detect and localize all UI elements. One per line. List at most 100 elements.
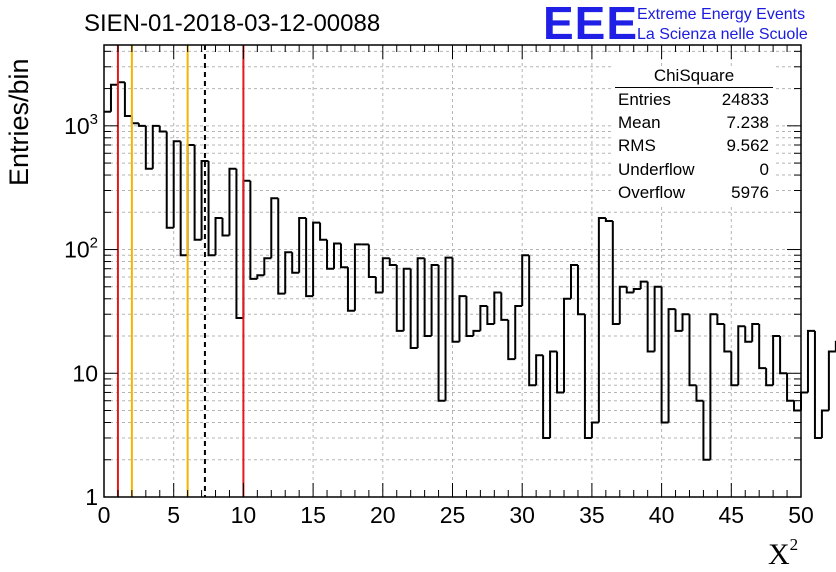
histogram-bin <box>779 336 788 375</box>
stats-row-entries: Entries 24833 <box>612 88 776 111</box>
histogram-bin <box>563 297 571 393</box>
histogram-bin <box>430 264 439 337</box>
run-title: SIEN-01-2018-03-12-00088 <box>84 10 381 37</box>
histogram-bin <box>590 421 599 438</box>
histogram-bin <box>500 292 509 321</box>
histogram-bin <box>793 400 801 412</box>
histogram-bin <box>263 257 272 276</box>
histogram-bin <box>695 385 704 402</box>
histogram-bin <box>137 123 146 127</box>
histogram-bin <box>625 286 634 294</box>
histogram-bin <box>751 323 760 342</box>
histogram-bin <box>228 167 237 236</box>
x-tick-label: 45 <box>719 502 745 528</box>
histogram-bin <box>409 268 418 350</box>
histogram-bin <box>528 255 537 387</box>
histogram-bin <box>151 124 160 169</box>
histogram-bin <box>688 314 697 387</box>
x-tick-label: 20 <box>370 502 396 528</box>
histogram-bin <box>109 83 118 112</box>
x-tick-label: 0 <box>98 502 111 528</box>
x-tick-label: 25 <box>440 502 466 528</box>
histogram-bin <box>144 125 153 170</box>
histogram-bin <box>221 217 230 237</box>
histogram-bin <box>402 267 411 331</box>
histogram-bin <box>813 330 822 439</box>
histogram-bin <box>514 304 523 360</box>
y-tick-label: 10 <box>72 360 98 386</box>
stats-label: Overflow <box>618 182 686 202</box>
histogram-bin <box>806 329 815 393</box>
stats-box: ChiSquare Entries 24833 Mean 7.238 RMS 9.56… <box>612 66 776 205</box>
histogram-bin <box>172 140 181 228</box>
x-tick-label: 50 <box>788 502 814 528</box>
stats-row-rms: RMS 9.562 <box>612 134 776 157</box>
histogram-bin <box>249 180 258 280</box>
histogram-bin <box>800 391 808 411</box>
eee-logo: EEE <box>543 0 639 49</box>
histogram-bin <box>660 286 669 424</box>
histogram-bin <box>291 252 300 274</box>
histogram-bin <box>646 281 655 353</box>
histogram-bin <box>556 351 565 394</box>
histogram-bin <box>549 350 558 438</box>
stats-row-mean: Mean 7.238 <box>612 111 776 134</box>
stats-title: ChiSquare <box>615 66 773 88</box>
histogram-bin <box>479 304 488 331</box>
histogram-bin <box>458 295 467 342</box>
stats-value: 7.238 <box>726 113 769 133</box>
histogram-bin <box>597 216 606 423</box>
histogram-bin <box>130 116 139 125</box>
histogram-bin <box>214 216 223 256</box>
stats-value: 9.562 <box>726 136 769 156</box>
stats-value: 24833 <box>721 90 769 109</box>
histogram-bin <box>339 243 348 269</box>
histogram-bin <box>395 265 404 332</box>
histogram-bin <box>583 314 592 439</box>
x-axis-label-base: X <box>768 538 790 571</box>
histogram-bin <box>702 400 711 461</box>
histogram-bin <box>312 221 321 297</box>
histogram-bin <box>123 82 132 118</box>
histogram-bin <box>521 254 530 306</box>
histogram-bin <box>576 265 585 316</box>
histogram-bin <box>723 324 732 353</box>
histogram-bin <box>326 239 335 270</box>
histogram-bin <box>542 355 551 439</box>
histogram-bin <box>827 350 836 411</box>
histogram-bin <box>716 314 725 326</box>
histogram-bin <box>305 217 314 298</box>
histogram-bin <box>758 324 767 370</box>
histogram-bin <box>493 291 502 325</box>
histogram-bin <box>611 221 620 326</box>
histogram-bin <box>709 313 718 460</box>
histogram-bin <box>374 276 383 294</box>
histogram-bin <box>186 143 195 256</box>
histogram-bin <box>235 168 244 319</box>
histogram-bin <box>116 81 125 85</box>
stats-value: 5976 <box>731 182 769 202</box>
histogram-bin <box>451 257 460 343</box>
histogram-bin <box>744 326 753 343</box>
histogram-bin <box>437 265 446 402</box>
histogram-bin <box>535 354 544 386</box>
histogram-bin <box>737 325 746 386</box>
histogram-bin <box>486 305 495 326</box>
histogram-bin <box>270 197 279 259</box>
histogram-bin <box>639 280 648 289</box>
histogram-bin <box>632 287 641 293</box>
histogram-bin <box>353 243 362 311</box>
histogram-bin <box>765 368 774 387</box>
histogram-bin <box>298 216 307 273</box>
histogram-bin <box>256 274 265 279</box>
histogram-bin <box>674 309 683 332</box>
histogram-bin <box>284 251 293 294</box>
histogram-bin <box>207 160 216 257</box>
histogram-bin <box>653 285 662 352</box>
histogram-bin <box>200 159 209 240</box>
histogram-bin <box>444 256 453 401</box>
logo-line-1: Extreme Energy Events <box>637 6 806 23</box>
x-axis-label: X2 <box>768 535 798 572</box>
histogram-bin <box>416 257 425 349</box>
